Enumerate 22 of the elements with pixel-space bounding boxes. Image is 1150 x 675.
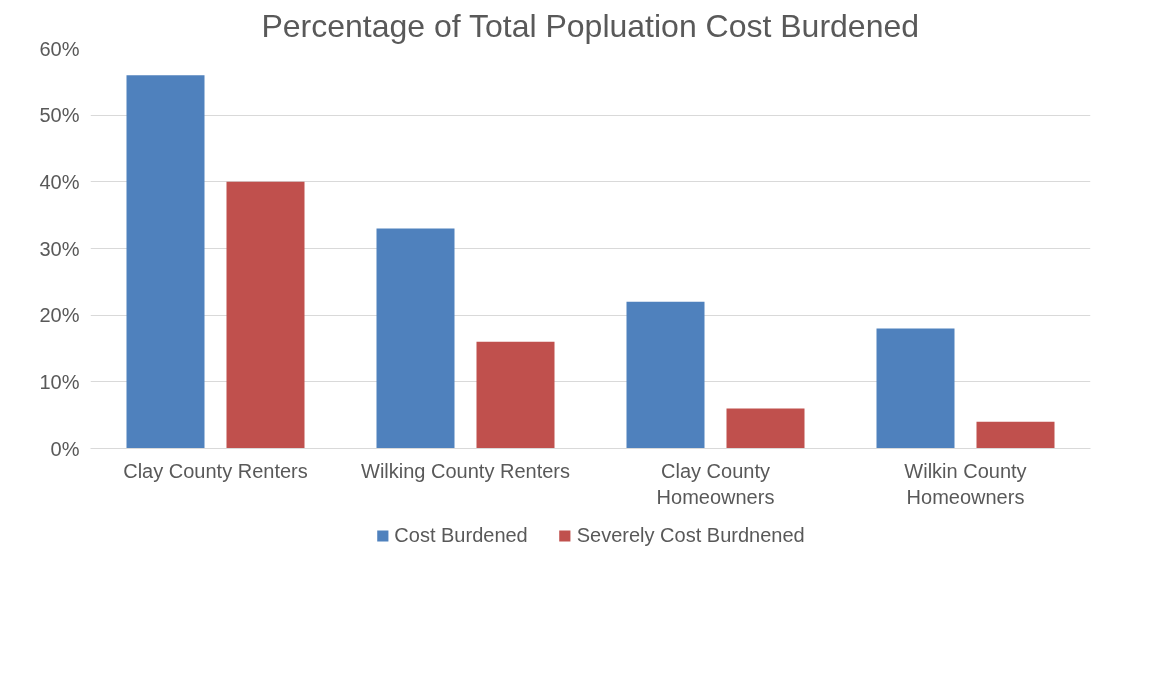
bar <box>376 228 455 449</box>
bar <box>876 328 955 449</box>
y-tick-label: 40% <box>39 170 80 193</box>
bar <box>726 408 805 449</box>
y-tick-label: 50% <box>39 104 80 127</box>
legend-label: Cost Burdened <box>394 523 528 547</box>
x-tick-label: Wilking County Renters <box>361 459 570 482</box>
x-tick-label: Clay County Homeowners <box>656 459 775 508</box>
y-tick-label: 0% <box>50 437 80 460</box>
bar <box>476 341 555 449</box>
y-tick-label: 60% <box>39 37 80 60</box>
bar <box>626 301 705 449</box>
bar <box>226 181 305 449</box>
x-tick-label: Clay County Renters <box>123 459 308 482</box>
bar <box>976 421 1055 449</box>
y-tick-label: 30% <box>39 237 80 260</box>
y-tick-label: 10% <box>39 370 80 393</box>
legend-label: Severely Cost Burdnened <box>576 523 805 547</box>
x-tick-label: Wilkin County Homeowners <box>904 459 1027 508</box>
bar <box>126 75 205 449</box>
chart-title: Percentage of Total Popluation Cost Burdened <box>261 7 920 44</box>
y-tick-label: 20% <box>39 304 80 327</box>
